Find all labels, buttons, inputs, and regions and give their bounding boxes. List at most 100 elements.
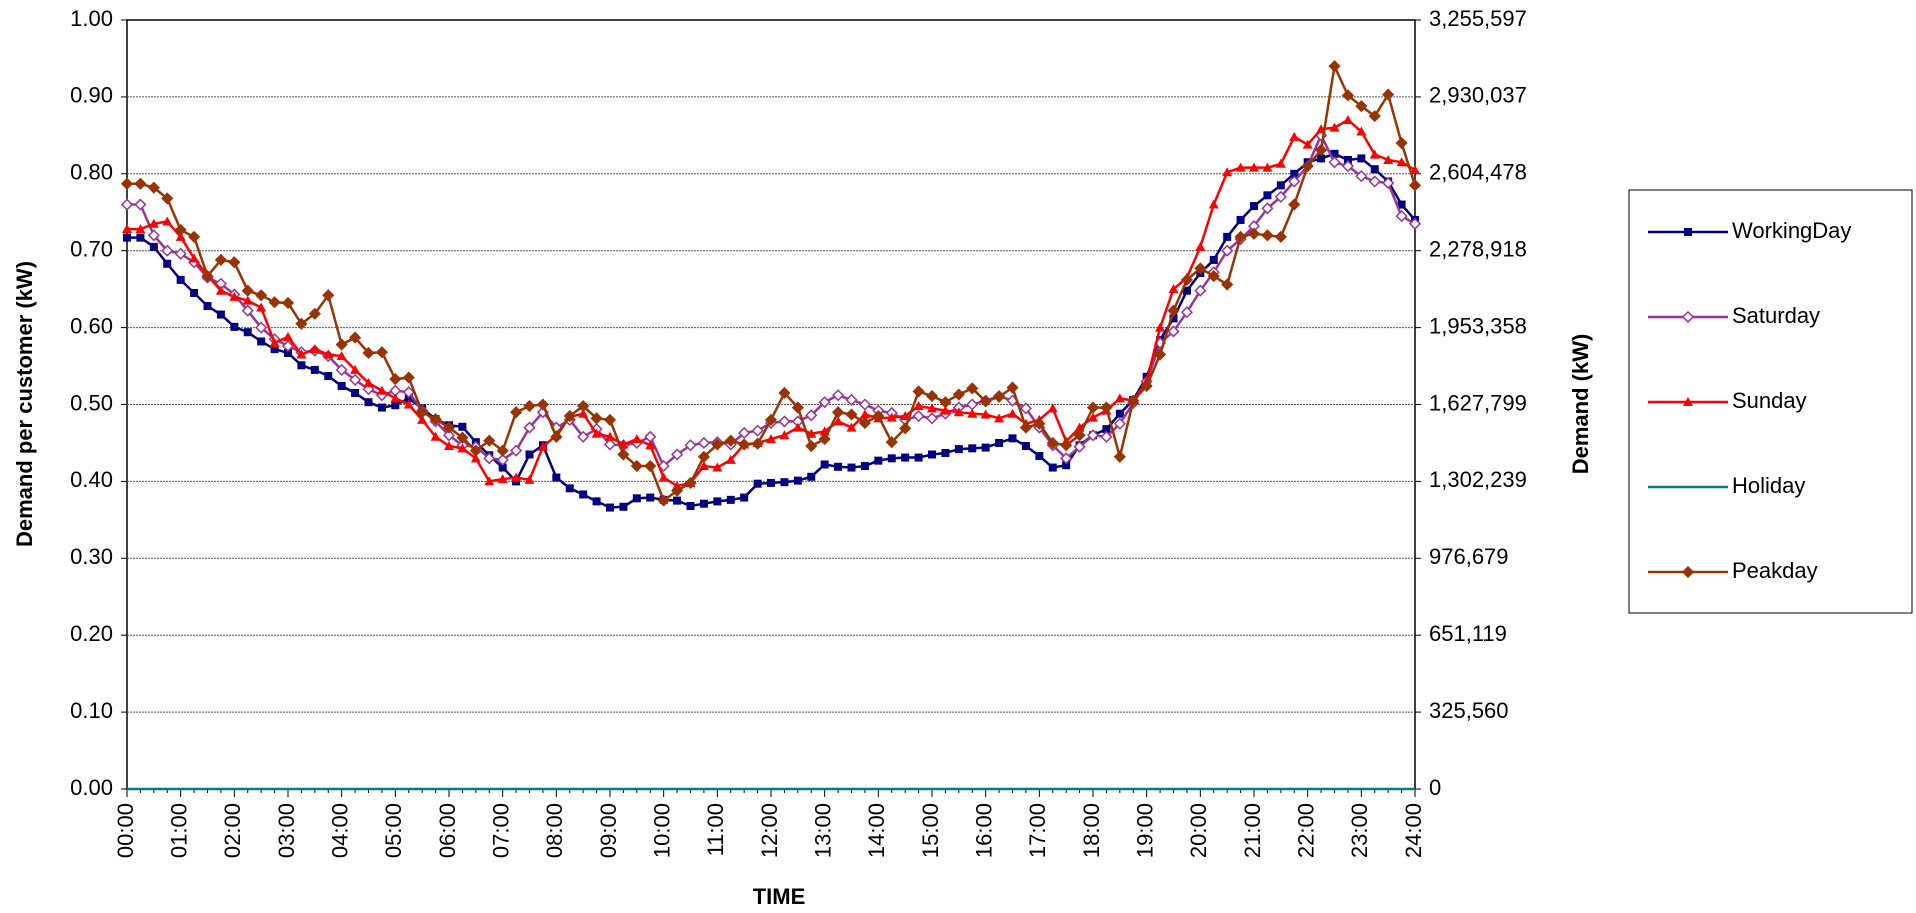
data-marker xyxy=(216,310,225,319)
data-marker xyxy=(1100,401,1113,414)
data-marker xyxy=(740,493,749,502)
data-marker xyxy=(954,445,963,454)
data-marker xyxy=(807,472,816,481)
legend-marker xyxy=(1684,228,1692,236)
y-tick-label: 0.90 xyxy=(70,83,113,108)
y2-tick-label: 2,604,478 xyxy=(1429,160,1527,185)
data-marker xyxy=(698,461,709,471)
data-marker xyxy=(1006,381,1019,394)
data-marker xyxy=(1261,229,1274,242)
legend-label: Holiday xyxy=(1732,473,1805,498)
data-marker xyxy=(1315,143,1328,157)
legend-label: Sunday xyxy=(1732,388,1807,413)
data-marker xyxy=(1356,126,1367,136)
data-marker xyxy=(1035,452,1044,461)
x-tick-label: 09:00 xyxy=(596,803,621,858)
data-marker xyxy=(442,429,456,442)
data-marker xyxy=(1019,402,1032,415)
data-marker xyxy=(255,321,268,334)
data-marker xyxy=(1396,157,1407,167)
x-tick-label: 07:00 xyxy=(488,803,513,858)
data-marker xyxy=(1221,278,1234,291)
data-marker xyxy=(149,242,158,251)
data-marker xyxy=(901,453,910,462)
data-marker xyxy=(914,453,923,462)
x-tick-label: 10:00 xyxy=(649,803,674,858)
data-marker xyxy=(1100,430,1113,443)
data-marker xyxy=(1086,429,1100,442)
y-tick-label: 0.60 xyxy=(70,313,113,338)
x-tick-label: 24:00 xyxy=(1401,803,1426,858)
data-marker xyxy=(148,218,159,228)
data-marker xyxy=(967,408,978,418)
data-marker xyxy=(1247,227,1261,240)
data-marker xyxy=(228,256,241,269)
data-marker xyxy=(497,474,508,484)
data-marker xyxy=(536,398,549,411)
x-tick-label: 16:00 xyxy=(971,803,996,858)
data-marker xyxy=(900,411,911,421)
x-tick-label: 02:00 xyxy=(220,803,245,858)
data-marker xyxy=(1342,114,1353,124)
data-marker xyxy=(818,396,831,409)
data-marker xyxy=(1222,167,1233,177)
data-marker xyxy=(511,472,522,482)
data-marker xyxy=(364,398,373,407)
data-marker xyxy=(1274,230,1287,243)
data-marker xyxy=(1355,170,1368,183)
data-marker xyxy=(552,473,561,482)
data-marker xyxy=(912,409,925,423)
data-marker xyxy=(780,478,789,487)
data-marker xyxy=(335,363,348,376)
data-marker xyxy=(270,345,279,354)
data-marker xyxy=(1073,429,1086,442)
data-marker xyxy=(885,436,898,449)
data-marker xyxy=(351,388,360,397)
data-marker xyxy=(579,490,588,499)
data-marker xyxy=(242,295,253,305)
data-marker xyxy=(337,382,346,391)
data-marker xyxy=(832,406,845,419)
data-marker xyxy=(322,289,335,302)
data-marker xyxy=(1355,100,1368,113)
data-marker xyxy=(1275,158,1286,168)
data-marker xyxy=(697,436,710,450)
data-marker xyxy=(525,450,534,459)
data-marker xyxy=(498,463,507,472)
data-marker xyxy=(269,337,280,347)
x-tick-label: 11:00 xyxy=(703,803,728,856)
data-marker xyxy=(1008,434,1017,443)
data-marker xyxy=(1288,175,1301,188)
data-marker xyxy=(241,304,254,317)
data-marker xyxy=(175,231,186,241)
data-marker xyxy=(470,453,481,463)
data-marker xyxy=(1261,202,1274,215)
data-marker xyxy=(912,385,925,398)
data-marker xyxy=(297,361,306,370)
data-marker xyxy=(1140,379,1153,393)
legend-label: Peakday xyxy=(1732,558,1818,583)
data-marker xyxy=(1048,463,1057,472)
x-tick-label: 22:00 xyxy=(1293,803,1318,858)
x-tick-label: 05:00 xyxy=(381,803,406,858)
series-2 xyxy=(122,114,1420,491)
data-marker xyxy=(1195,241,1206,251)
data-marker xyxy=(684,439,697,452)
data-marker xyxy=(363,377,374,387)
data-marker xyxy=(510,406,523,419)
data-marker xyxy=(1357,154,1366,163)
data-marker xyxy=(712,462,723,472)
data-marker xyxy=(859,409,870,419)
data-marker xyxy=(376,385,387,395)
data-marker xyxy=(603,413,617,426)
data-marker xyxy=(256,302,267,312)
data-marker xyxy=(283,331,293,341)
data-marker xyxy=(1221,244,1234,257)
data-marker xyxy=(336,351,347,361)
data-marker xyxy=(161,244,174,257)
data-marker xyxy=(375,346,388,359)
data-marker xyxy=(201,270,214,283)
data-marker xyxy=(778,386,791,400)
data-marker xyxy=(120,177,134,190)
